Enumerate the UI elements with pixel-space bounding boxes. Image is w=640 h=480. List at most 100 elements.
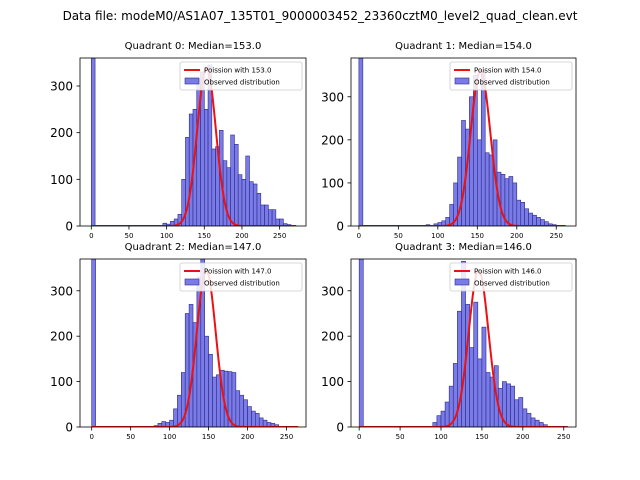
legend: Poission with 153.0 Observed distribution — [179, 61, 303, 91]
histogram-bar — [485, 372, 491, 427]
histogram-bar — [444, 401, 450, 427]
histogram-bar — [358, 58, 364, 226]
x-tick-label: 200 — [235, 232, 248, 240]
histogram-bar — [542, 424, 548, 427]
x-tick-label: 150 — [198, 232, 211, 240]
histogram-bar — [275, 218, 280, 226]
histogram-bar — [204, 109, 209, 226]
histogram-bar — [477, 358, 483, 427]
histogram-bar — [530, 417, 536, 427]
x-tick-label: 200 — [516, 433, 529, 441]
x-tick-label: 250 — [550, 232, 563, 240]
histogram-bar — [358, 259, 364, 427]
y-tick-label: 100 — [50, 173, 73, 187]
histogram-bar — [508, 176, 514, 226]
histogram-bar — [528, 212, 533, 226]
histogram-bar — [268, 209, 273, 226]
plot-area — [358, 259, 568, 427]
axes-frame — [350, 57, 577, 227]
figure-title: Data file: modeM0/AS1A07_135T01_90000034… — [63, 9, 578, 23]
x-tick-label: 50 — [394, 232, 403, 240]
poisson-curve — [359, 269, 568, 427]
histogram-bar — [260, 204, 265, 226]
y-tick-label: 100 — [321, 375, 344, 389]
x-tick-label: 250 — [557, 433, 570, 441]
panel-quadrant-2: 0 50 100 150 200 250 0 100 200 300 Quadrant 2: Med… — [50, 242, 307, 441]
y-tick-label: 0 — [336, 421, 344, 435]
panel-title: Quadrant 0: Median=153.0 — [125, 41, 262, 52]
y-tick-label: 100 — [50, 375, 73, 389]
axes-frame — [79, 258, 307, 428]
legend-bar-swatch — [454, 77, 470, 85]
histogram-bar — [239, 394, 244, 427]
histogram-bar — [231, 372, 237, 427]
x-tick-label: 150 — [475, 433, 488, 441]
legend: Poission with 154.0 Observed distribution — [449, 61, 573, 91]
legend: Poission with 146.0 Observed distribution — [449, 262, 573, 292]
y-tick-label: 300 — [50, 80, 73, 94]
x-tick-label: 0 — [89, 232, 93, 240]
y-tick-label: 0 — [336, 220, 344, 234]
x-tick-label: 100 — [431, 232, 444, 240]
histogram-bar — [208, 354, 213, 427]
histogram-bar — [522, 408, 528, 427]
histogram-bar — [526, 413, 532, 427]
x-tick-label: 100 — [434, 433, 447, 441]
panel-quadrant-1: 0 50 100 150 200 250 0 100 200 300 Quadrant 1: Med… — [321, 41, 577, 240]
histogram-bar — [245, 155, 250, 226]
y-tick-label: 0 — [65, 421, 73, 435]
x-tick-label: 0 — [89, 433, 93, 441]
histogram-bar — [271, 209, 277, 226]
legend-label: Poission with 146.0 — [474, 268, 542, 276]
x-tick-label: 0 — [357, 433, 361, 441]
x-tick-label: 200 — [241, 433, 254, 441]
x-tick-label: 150 — [471, 232, 484, 240]
legend-label: Observed distribution — [474, 79, 550, 87]
poisson-curve — [91, 66, 297, 226]
histogram-bar — [230, 134, 235, 226]
panel-title: Quadrant 1: Median=154.0 — [395, 41, 532, 52]
poisson-curve — [358, 69, 566, 226]
histogram-bar — [524, 208, 529, 226]
histogram-bar — [518, 397, 524, 427]
histogram-bar — [510, 385, 515, 427]
legend-label: Observed distribution — [204, 280, 280, 288]
histogram-bar — [173, 408, 178, 427]
poisson-curve — [91, 269, 299, 427]
histogram-bar — [534, 419, 540, 427]
histogram-bar — [514, 399, 520, 427]
panel-quadrant-3: 0 50 100 150 200 250 0 100 200 300 Quadrant 3: Med… — [321, 242, 577, 441]
y-tick-label: 200 — [321, 330, 344, 344]
legend-label: Poission with 154.0 — [474, 67, 542, 75]
histogram-bar — [241, 179, 247, 226]
histogram-bar — [516, 199, 522, 226]
legend-box — [179, 61, 303, 91]
x-tick-label: 50 — [126, 433, 135, 441]
histogram-bar — [204, 335, 209, 427]
y-tick-label: 300 — [50, 284, 73, 298]
histogram-bar — [256, 193, 262, 226]
histogram-bar — [237, 174, 243, 226]
histogram-bar — [234, 144, 239, 226]
legend-box — [449, 262, 573, 292]
histogram-bar — [488, 154, 494, 226]
histogram-bar — [211, 148, 216, 226]
legend-label: Observed distribution — [204, 79, 280, 87]
histogram-bar — [484, 152, 490, 226]
histogram-bar — [249, 181, 254, 226]
y-tick-label: 200 — [321, 133, 344, 147]
y-tick-label: 200 — [50, 330, 73, 344]
x-tick-label: 250 — [280, 433, 293, 441]
histogram-bar — [473, 301, 479, 427]
y-tick-label: 100 — [321, 176, 344, 190]
histogram-bar — [235, 390, 241, 427]
histogram-bar — [279, 218, 284, 226]
histogram-bar — [262, 419, 268, 427]
histogram-bar — [264, 204, 269, 226]
histogram-bar — [536, 217, 541, 226]
histogram-bar — [506, 383, 511, 427]
axes-frame — [350, 258, 577, 428]
histogram-bar — [461, 120, 466, 226]
histogram-bar — [251, 410, 256, 427]
y-tick-label: 200 — [50, 126, 73, 140]
